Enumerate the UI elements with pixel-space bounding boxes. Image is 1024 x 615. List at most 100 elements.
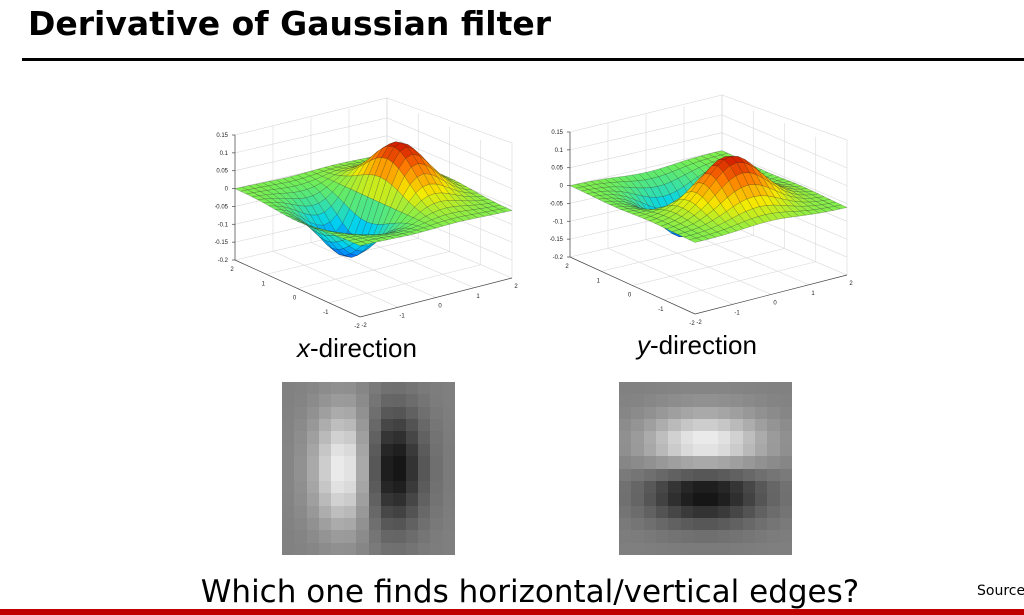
kernel-pixel xyxy=(380,505,394,519)
kernel-pixel xyxy=(405,419,419,432)
z-tick-label: 0.15 xyxy=(216,133,228,139)
a-tick-label: 1 xyxy=(262,281,266,287)
floor-axes: 2 1 0 -1 -2 -2 -1 0 1 2 xyxy=(230,259,518,330)
kernel-pixel xyxy=(643,431,657,445)
kernel-pixel xyxy=(368,530,382,544)
kernel-pixel xyxy=(656,382,669,395)
surface-mesh xyxy=(234,141,513,258)
kernel-pixel xyxy=(705,542,719,556)
kernel-pixel xyxy=(779,431,793,445)
kernel-pixel xyxy=(742,431,756,445)
a-tick-label: -2 xyxy=(689,321,695,327)
kernel-pixel xyxy=(405,530,419,544)
kernel-pixel xyxy=(282,456,295,469)
kernel-pixel xyxy=(779,542,793,556)
kernel-pixel xyxy=(356,468,369,482)
kernel-pixel xyxy=(643,480,657,494)
kernel-pixel xyxy=(368,456,382,469)
kernel-pixel xyxy=(693,406,706,420)
kernel-pixel xyxy=(417,382,431,395)
kernel-pixel xyxy=(619,480,632,494)
kernel-pixel xyxy=(742,468,756,482)
kernel-pixel xyxy=(282,480,295,494)
kernel-pixel xyxy=(380,480,394,494)
kernel-pixel xyxy=(442,493,456,507)
kernel-pixel xyxy=(705,456,719,469)
kernel-pixel xyxy=(417,406,431,420)
caption-y-suffix: -direction xyxy=(650,330,757,360)
floor-axes: 2 1 0 -1 -2 -2 -1 0 1 2 xyxy=(565,256,853,327)
kernel-pixel xyxy=(442,419,456,432)
kernel-pixel xyxy=(331,530,345,544)
kernel-pixel xyxy=(319,419,332,432)
kernel-pixel xyxy=(754,530,768,544)
kernel-pixel xyxy=(294,542,308,556)
kernel-pixel xyxy=(405,505,419,519)
kernel-pixel xyxy=(717,456,731,469)
kernel-pixel xyxy=(343,431,357,445)
kernel-pixel xyxy=(680,530,694,544)
kernel-pixel xyxy=(668,406,682,420)
kernel-pixel xyxy=(779,382,793,395)
kernel-pixel xyxy=(343,406,357,420)
kernel-pixel xyxy=(393,517,407,531)
kernel-pixel xyxy=(417,456,431,469)
kernel-pixel xyxy=(356,394,369,408)
kernel-pixel xyxy=(356,456,369,469)
kernel-pixel xyxy=(294,517,308,531)
kernel-pixel xyxy=(393,530,407,544)
kernel-pixel xyxy=(631,456,645,469)
kernel-pixel xyxy=(430,394,444,408)
kernel-pixel xyxy=(306,406,320,420)
kernel-pixel xyxy=(319,468,332,482)
kernel-pixel xyxy=(767,468,781,482)
kernel-pixel xyxy=(405,480,419,494)
kernel-pixel xyxy=(643,505,657,519)
kernel-pixel xyxy=(656,468,669,482)
kernel-pixel xyxy=(668,542,682,556)
caption-x-direction: x-direction xyxy=(297,333,417,364)
kernel-pixel xyxy=(405,517,419,531)
kernel-pixel xyxy=(730,517,744,531)
a-tick-label: 2 xyxy=(565,264,569,270)
kernel-pixel xyxy=(668,480,682,494)
kernel-pixel xyxy=(705,419,719,432)
kernel-pixel xyxy=(631,468,645,482)
question-text: Which one finds horizontal/vertical edge… xyxy=(200,574,860,610)
kernel-pixel xyxy=(343,517,357,531)
kernel-pixel xyxy=(393,505,407,519)
kernel-pixel xyxy=(693,431,706,445)
a-tick-label: 0 xyxy=(293,296,297,302)
kernel-pixel xyxy=(430,493,444,507)
z-tick-label: -0.2 xyxy=(553,255,564,261)
kernel-pixel xyxy=(380,406,394,420)
kernel-pixel xyxy=(368,493,382,507)
kernel-pixel xyxy=(705,443,719,457)
kernel-pixel xyxy=(717,493,731,507)
kernel-pixel xyxy=(282,517,295,531)
kernel-pixel xyxy=(779,468,793,482)
kernel-pixel xyxy=(742,542,756,556)
kernel-pixel xyxy=(631,443,645,457)
page-title: Derivative of Gaussian filter xyxy=(28,4,552,43)
kernel-pixel xyxy=(417,517,431,531)
caption-y-var: y xyxy=(637,330,650,360)
kernel-pixel xyxy=(717,431,731,445)
kernel-pixel xyxy=(417,505,431,519)
kernel-pixel xyxy=(656,493,669,507)
b-tick-label: 0 xyxy=(773,301,777,307)
kernel-pixel xyxy=(306,505,320,519)
kernel-pixel xyxy=(380,493,394,507)
kernel-pixel xyxy=(319,542,332,556)
kernel-pixel xyxy=(393,468,407,482)
kernel-pixel xyxy=(742,443,756,457)
kernel-pixel xyxy=(368,406,382,420)
kernel-pixel xyxy=(306,456,320,469)
kernel-pixel xyxy=(343,468,357,482)
kernel-pixel xyxy=(730,394,744,408)
kernel-pixel xyxy=(730,530,744,544)
kernel-pixel xyxy=(405,406,419,420)
kernel-pixel xyxy=(779,517,793,531)
kernel-pixel xyxy=(343,456,357,469)
